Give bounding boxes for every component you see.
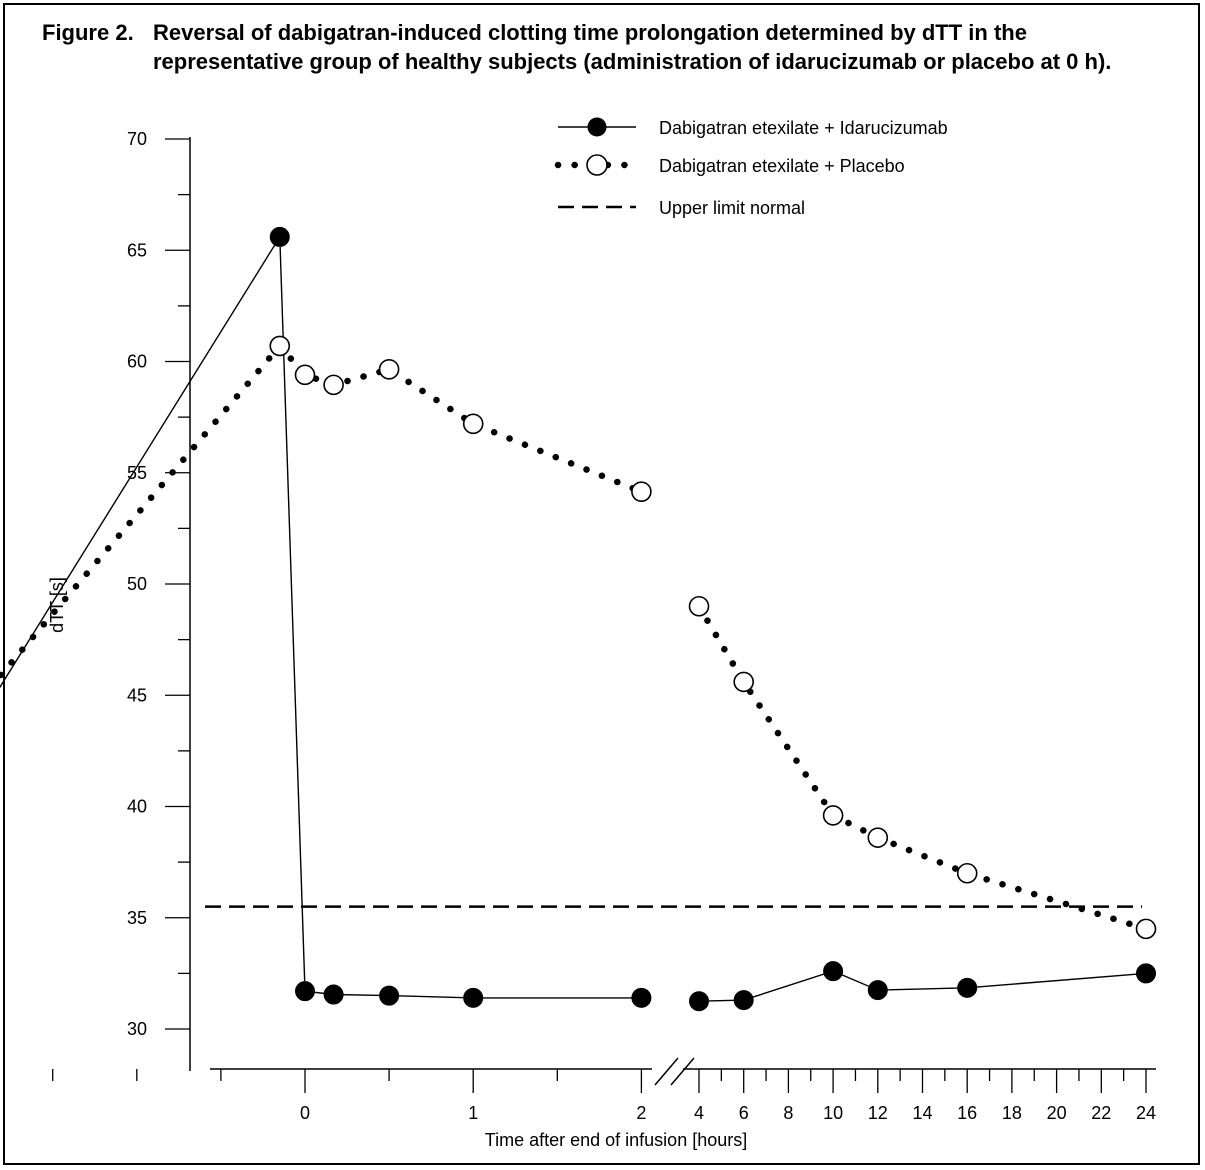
idarucizumab-series-line <box>698 970 1147 1002</box>
x-tick-label: 12 <box>868 1103 888 1123</box>
idarucizumab-point <box>733 990 754 1011</box>
legend-upper-limit-label: Upper limit normal <box>659 198 805 218</box>
legend-placebo-marker <box>586 154 608 176</box>
y-axis-label: dTT [s] <box>47 577 67 633</box>
idarucizumab-point <box>463 987 484 1008</box>
placebo-point <box>733 671 755 693</box>
idarucizumab-point <box>1136 963 1156 984</box>
y-tick-label: 55 <box>127 463 147 483</box>
idarucizumab-series-line <box>0 234 642 999</box>
idarucizumab-point <box>689 991 709 1012</box>
y-tick-label: 35 <box>127 908 147 928</box>
placebo-point <box>1135 918 1157 940</box>
x-tick-label: 1 <box>468 1103 478 1123</box>
x-tick-label: 14 <box>912 1103 932 1123</box>
y-tick-label: 60 <box>127 352 147 372</box>
figure-frame <box>3 3 1200 1165</box>
legend-idarucizumab-label: Dabigatran etexilate + Idarucizumab <box>659 118 948 138</box>
axis-break-mark <box>654 1057 679 1086</box>
placebo-point <box>631 481 652 502</box>
placebo-point <box>822 805 844 826</box>
y-tick-label: 65 <box>127 240 147 260</box>
x-tick-label: 4 <box>694 1103 704 1123</box>
y-tick-label: 50 <box>127 574 147 594</box>
y-tick-label: 30 <box>127 1019 147 1039</box>
y-tick-label: 45 <box>127 685 147 705</box>
y-tick-label: 70 <box>127 129 147 149</box>
placebo-point <box>323 374 344 396</box>
placebo-point <box>462 413 484 435</box>
idarucizumab-point <box>631 987 652 1008</box>
legend-idarucizumab-marker <box>587 117 607 137</box>
idarucizumab-point <box>823 961 844 982</box>
idarucizumab-point <box>867 980 888 1001</box>
x-tick-label: 16 <box>957 1103 977 1123</box>
x-tick-label: 0 <box>300 1103 310 1123</box>
x-tick-label: 2 <box>636 1103 646 1123</box>
series-layer <box>0 226 1157 1012</box>
placebo-point <box>294 364 316 386</box>
placebo-series-line <box>695 603 1150 933</box>
y-tick-label: 40 <box>127 797 147 817</box>
placebo-point <box>378 358 400 380</box>
x-tick-label: 22 <box>1091 1103 1111 1123</box>
placebo-point <box>269 335 291 357</box>
x-axis-label: Time after end of infusion [hours] <box>485 1130 747 1150</box>
idarucizumab-point <box>323 984 344 1005</box>
x-tick-label: 10 <box>823 1103 843 1123</box>
figure-label: Figure 2. <box>42 20 134 45</box>
x-tick-label: 18 <box>1002 1103 1022 1123</box>
idarucizumab-point <box>295 981 315 1002</box>
x-tick-label: 6 <box>739 1103 749 1123</box>
idarucizumab-point <box>957 977 978 998</box>
placebo-series-line <box>0 340 645 681</box>
placebo-point <box>688 595 710 617</box>
placebo-point <box>867 827 889 848</box>
axis-break-mark <box>670 1057 695 1086</box>
x-tick-label: 8 <box>783 1103 793 1123</box>
legend: Dabigatran etexilate + Idarucizumab Dabig… <box>554 117 948 218</box>
axes: 303540455055606570-201246810121416182022… <box>52 129 1156 1123</box>
chart-title: Reversal of dabigatran-induced clotting … <box>153 20 1112 74</box>
legend-placebo-label: Dabigatran etexilate + Placebo <box>659 156 905 176</box>
idarucizumab-point <box>269 226 290 247</box>
idarucizumab-point <box>379 985 400 1006</box>
x-tick-label: 24 <box>1136 1103 1156 1123</box>
x-tick-label: 20 <box>1047 1103 1067 1123</box>
placebo-point <box>956 862 978 884</box>
